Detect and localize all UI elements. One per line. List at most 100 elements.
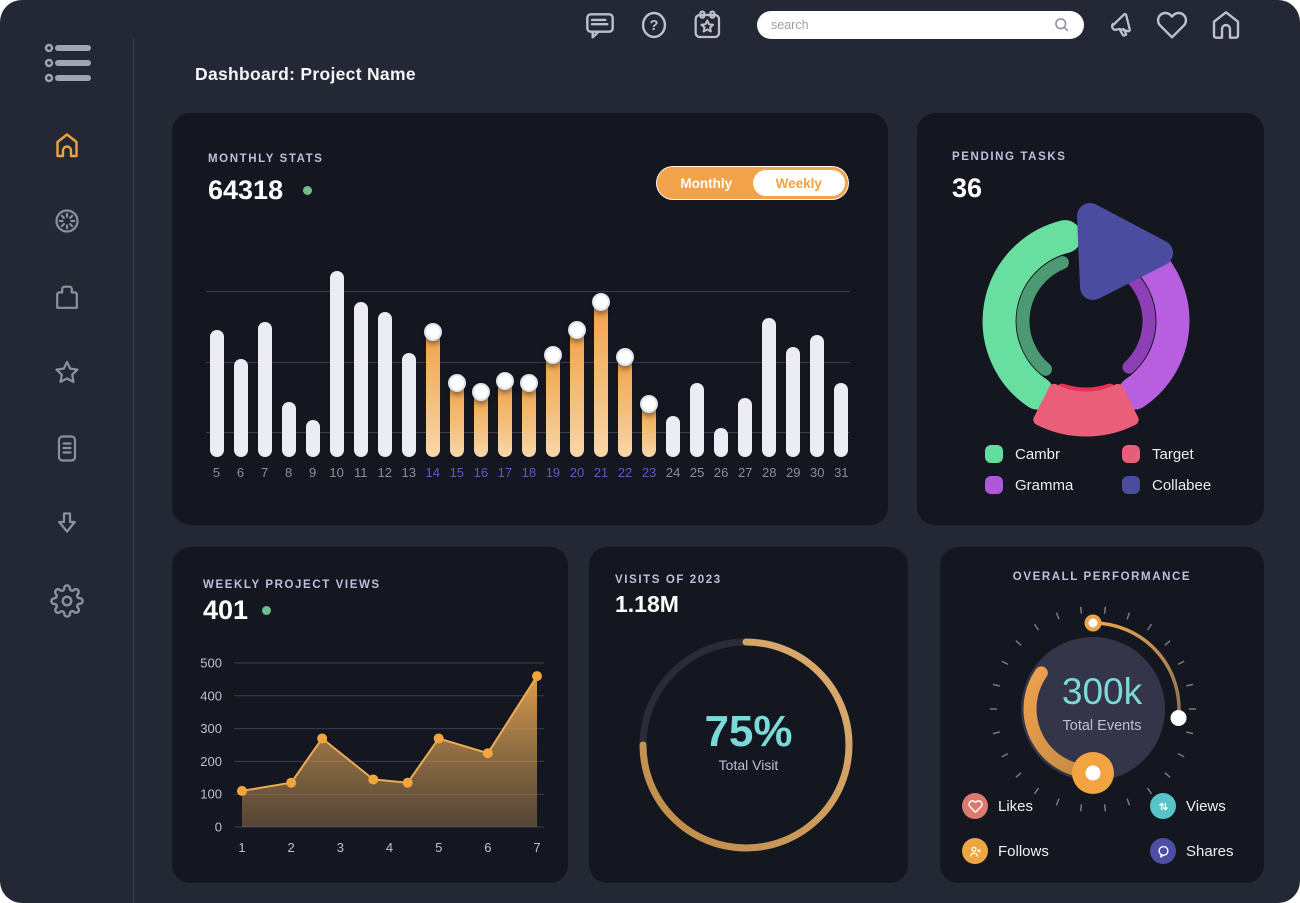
bar[interactable]: [543, 346, 562, 457]
sidebar-item-activity[interactable]: [50, 204, 84, 238]
announcements-button[interactable]: [1107, 9, 1139, 41]
donut-segment-collabee[interactable]: [1077, 203, 1173, 300]
bar[interactable]: [377, 311, 392, 457]
sidebar-item-projects[interactable]: [50, 280, 84, 314]
donut-segment-target[interactable]: [1033, 383, 1139, 437]
bar[interactable]: [353, 302, 368, 457]
sidebar-item-settings[interactable]: [49, 584, 84, 618]
calendar-button[interactable]: [691, 9, 723, 41]
bar-column-day-30[interactable]: [807, 259, 828, 457]
bar-column-day-27[interactable]: [735, 259, 756, 457]
bar[interactable]: [471, 383, 490, 457]
data-point[interactable]: [237, 785, 247, 796]
favorites-button[interactable]: [1156, 9, 1188, 41]
bar[interactable]: [714, 427, 729, 457]
bar-column-day-26[interactable]: [711, 259, 732, 457]
x-tick-label: 27: [737, 465, 753, 480]
bar-column-day-11[interactable]: [350, 259, 371, 457]
bar[interactable]: [834, 382, 849, 457]
x-tick-label: 28: [761, 465, 777, 480]
sidebar-item-downloads[interactable]: [50, 508, 84, 542]
bar-column-day-24[interactable]: [663, 259, 684, 457]
data-point[interactable]: [482, 748, 493, 759]
x-tick-label: 16: [473, 465, 489, 480]
bar[interactable]: [690, 382, 705, 457]
bar[interactable]: [233, 359, 248, 457]
bar-column-day-18[interactable]: [518, 259, 539, 457]
pending-tasks-legend: Cambr Target Gramma Collabee: [985, 445, 1211, 494]
bar[interactable]: [666, 415, 681, 457]
gauge-knob-end[interactable]: [1170, 709, 1187, 726]
toggle-option-monthly[interactable]: Monthly: [680, 175, 733, 191]
chat-button[interactable]: [584, 9, 616, 41]
data-point[interactable]: [402, 777, 413, 788]
bar[interactable]: [209, 329, 224, 457]
legend-item-views[interactable]: Views: [1150, 793, 1254, 819]
bar-column-day-10[interactable]: [326, 259, 347, 457]
legend-item-cambr[interactable]: Cambr: [985, 445, 1122, 463]
data-point[interactable]: [317, 733, 328, 744]
bar-column-day-25[interactable]: [687, 259, 708, 457]
legend-item-shares[interactable]: Shares: [1150, 838, 1254, 864]
bar-column-day-20[interactable]: [566, 259, 587, 457]
sidebar-item-favorites[interactable]: [50, 356, 84, 390]
bar-column-day-8[interactable]: [278, 259, 299, 457]
bar-column-day-17[interactable]: [494, 259, 515, 457]
legend-item-follows[interactable]: Follows: [962, 838, 1150, 864]
help-button[interactable]: ?: [638, 9, 670, 41]
data-point[interactable]: [368, 774, 379, 785]
menu-button[interactable]: [44, 42, 94, 84]
bar[interactable]: [567, 320, 586, 457]
donut-segment-cambr[interactable]: [982, 220, 1082, 410]
data-point[interactable]: [532, 671, 543, 682]
gauge-tick: [1055, 798, 1060, 806]
search-input[interactable]: [769, 17, 1052, 33]
gauge-knob-start[interactable]: [1084, 614, 1102, 632]
bar-column-day-22[interactable]: [615, 259, 636, 457]
bar[interactable]: [640, 395, 659, 457]
bar-column-day-29[interactable]: [783, 259, 804, 457]
bar-column-day-7[interactable]: [254, 259, 275, 457]
bar[interactable]: [401, 353, 416, 457]
bar-column-day-5[interactable]: [206, 259, 227, 457]
bar[interactable]: [616, 348, 635, 457]
bar-column-day-6[interactable]: [230, 259, 251, 457]
bar[interactable]: [519, 373, 538, 457]
home-button[interactable]: [1210, 9, 1242, 41]
sidebar-item-home[interactable]: [50, 128, 84, 162]
bar[interactable]: [423, 322, 442, 457]
bar[interactable]: [786, 347, 801, 457]
bar-column-day-9[interactable]: [302, 259, 323, 457]
gauge-tick: [1103, 606, 1107, 614]
bar-column-day-15[interactable]: [446, 259, 467, 457]
bar[interactable]: [592, 293, 610, 457]
bar[interactable]: [281, 402, 296, 457]
data-point[interactable]: [433, 733, 444, 744]
legend-item-collabee[interactable]: Collabee: [1122, 476, 1211, 494]
legend-item-gramma[interactable]: Gramma: [985, 476, 1122, 494]
data-point[interactable]: [286, 777, 297, 788]
bar-column-day-28[interactable]: [759, 259, 780, 457]
bar-column-day-16[interactable]: [470, 259, 491, 457]
bar-column-day-12[interactable]: [374, 259, 395, 457]
bar-column-day-19[interactable]: [542, 259, 563, 457]
bar[interactable]: [447, 373, 466, 457]
bar[interactable]: [257, 321, 272, 457]
legend-item-target[interactable]: Target: [1122, 445, 1211, 463]
legend-item-likes[interactable]: Likes: [962, 793, 1150, 819]
bar[interactable]: [495, 371, 514, 457]
bar-column-day-14[interactable]: [422, 259, 443, 457]
sidebar-nav: [0, 128, 133, 618]
period-toggle[interactable]: Monthly Weekly: [656, 166, 849, 200]
toggle-option-weekly[interactable]: Weekly: [752, 170, 845, 196]
bar-column-day-13[interactable]: [398, 259, 419, 457]
bar-column-day-31[interactable]: [831, 259, 852, 457]
bar[interactable]: [305, 419, 320, 457]
bar[interactable]: [810, 335, 825, 457]
sidebar-item-documents[interactable]: [50, 432, 84, 466]
bar-column-day-21[interactable]: [591, 259, 612, 457]
bar[interactable]: [762, 317, 777, 457]
bar-column-day-23[interactable]: [639, 259, 660, 457]
bar[interactable]: [738, 398, 753, 457]
bar[interactable]: [329, 270, 344, 457]
